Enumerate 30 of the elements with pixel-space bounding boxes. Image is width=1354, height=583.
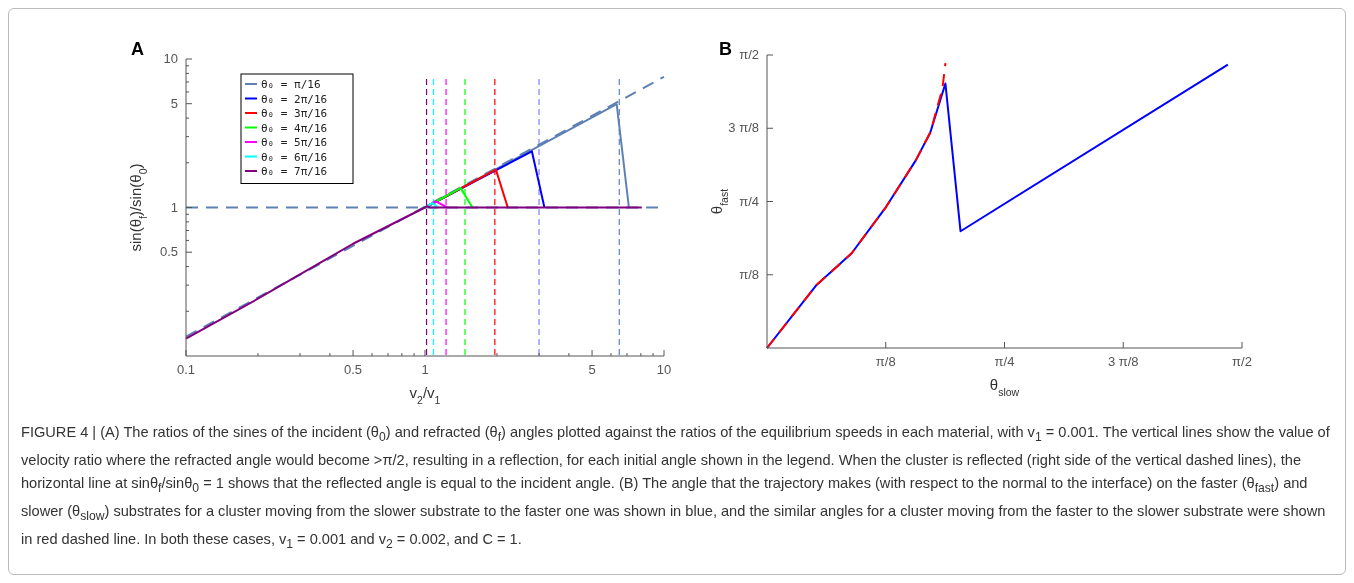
legend-label: θ₀ = 3π/16 — [261, 107, 328, 120]
y-tick-label: 10 — [163, 51, 178, 66]
legend-label: θ₀ = 5π/16 — [261, 136, 328, 149]
legend-label: θ₀ = 2π/16 — [261, 92, 328, 106]
legend-label: θ₀ = 6π/16 — [261, 150, 328, 164]
y-tick-label: 3 π/8 — [728, 120, 759, 136]
x-tick-label: 10 — [656, 362, 672, 377]
x-tick-label: π/4 — [994, 354, 1015, 369]
x-tick-label: 1 — [421, 362, 429, 377]
text: FIGURE 4 | (A) The ratios of the sines of the incident (θ$_{0}$) and refracted (θ$_{f}$) angles plotted against the ratios of the equilibrium speeds in each material, with v$_{1}$ = 0.001. The vertical lines show the value of velocity ratio where the refracted angle would become >π/2, resulting in a reflection, for each initial angle shown in the legend. When the cluster is reflected (right side of the vertical dashed lines), the horizontal line at sinθ$_{f}$/sinθ$_{0}$ = 1 shows that the reflected angle is equal to the incident angle. (B) The angle that the trajectory makes (with respect to the normal to the interface) on the faster (θ$_{fast}$) and slower (θ$_{slow}$) substrates for a cluster moving from the slower substrate to the faster one was shown in blue, and the similar angles for a cluster moving from the faster to the slower substrate were shown in red dashed line. In both these cases, v$_{1}$ = 0.001 and v$_{2}$ = 0.002, and C = 1. — [21, 424, 1330, 551]
legend-label: θ₀ = π/16 — [261, 78, 321, 91]
y-tick-label: 1 — [170, 199, 178, 215]
x-tick-label: π/2 — [1232, 354, 1252, 369]
x-tick-label: π/8 — [875, 354, 896, 369]
x-tick-label: 0.1 — [176, 362, 196, 377]
y-tick-label: π/4 — [739, 193, 759, 209]
x-axis-title: θ$_{slow}$ — [989, 376, 1020, 398]
legend-label: θ₀ = 4π/16 — [261, 121, 328, 135]
y-tick-label: π/8 — [739, 266, 759, 282]
x-tick-label: 0.5 — [344, 362, 363, 377]
text: B — [719, 39, 732, 59]
y-tick-label: 0.5 — [159, 244, 178, 260]
text: A — [131, 39, 144, 59]
legend-label: θ₀ = 7π/16 — [261, 165, 328, 178]
x-axis-title: v$_{2}$/v$_{1}$ — [409, 384, 441, 406]
x-tick-label: 3 π/8 — [1107, 354, 1139, 369]
line-series — [766, 62, 947, 349]
y-tick-label: 5 — [170, 95, 178, 111]
x-tick-label: 5 — [588, 362, 596, 377]
y-tick-label: π/2 — [739, 47, 759, 62]
